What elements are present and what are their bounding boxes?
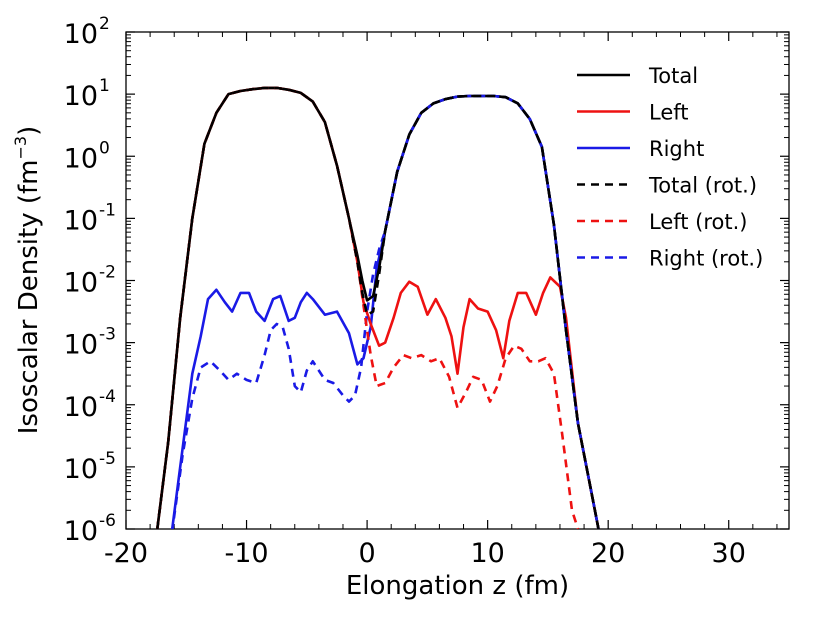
legend-label: Total (rot.) xyxy=(648,174,757,198)
plot-area xyxy=(125,31,790,530)
y-axis-label: Isoscalar Density (fm−3) xyxy=(11,126,44,435)
y-tick-base: 10 xyxy=(64,516,98,547)
x-axis-label: Elongation z (fm) xyxy=(346,571,569,601)
series-line-total-rot xyxy=(156,86,600,529)
y-tick-exponent: 0 xyxy=(99,138,110,158)
y-axis-label-text: Isoscalar Density (fm xyxy=(14,160,44,435)
x-tick-label: 20 xyxy=(591,538,625,569)
y-tick-exponent: -3 xyxy=(99,325,116,345)
y-tick-base: 10 xyxy=(64,205,98,236)
x-tick-label: 30 xyxy=(712,538,746,569)
y-tick-base: 10 xyxy=(64,19,98,50)
legend-label: Left (rot.) xyxy=(649,210,748,234)
y-tick-base: 10 xyxy=(64,454,98,485)
y-tick-exponent: 2 xyxy=(99,14,110,34)
y-tick-exponent: -5 xyxy=(99,449,116,469)
series-line-left-rot xyxy=(156,86,580,529)
legend-label: Total xyxy=(648,64,698,88)
y-tick-label: 10 xyxy=(64,143,98,174)
x-tick-label: -20 xyxy=(104,538,148,569)
y-tick-label: 10 xyxy=(64,454,98,485)
y-tick-exponent: -2 xyxy=(99,263,116,283)
y-tick-label: 10 xyxy=(64,330,98,361)
legend-label: Left xyxy=(649,101,689,125)
y-tick-label: 10 xyxy=(64,81,98,112)
y-tick-label: 10 xyxy=(64,268,98,299)
y-axis-label-close: ) xyxy=(14,126,44,136)
y-tick-label: 10 xyxy=(64,392,98,423)
y-tick-base: 10 xyxy=(64,81,98,112)
y-tick-base: 10 xyxy=(64,268,98,299)
y-tick-label: 10 xyxy=(64,205,98,236)
y-tick-base: 10 xyxy=(64,143,98,174)
y-tick-base: 10 xyxy=(64,392,98,423)
y-tick-base: 10 xyxy=(64,330,98,361)
x-tick-label: -10 xyxy=(224,538,268,569)
y-tick-label: 10 xyxy=(64,516,98,547)
x-tick-label: 0 xyxy=(358,538,375,569)
y-axis-label-exponent: −3 xyxy=(11,136,30,160)
y-tick-exponent: 1 xyxy=(99,76,110,96)
y-tick-exponent: -4 xyxy=(99,387,116,407)
y-tick-label: 10 xyxy=(64,19,98,50)
x-tick-label: 10 xyxy=(470,538,504,569)
y-tick-exponent: -6 xyxy=(99,511,116,531)
legend-label: Right xyxy=(649,137,704,161)
legend-label: Right (rot.) xyxy=(649,247,763,271)
y-tick-exponent: -1 xyxy=(99,200,116,220)
